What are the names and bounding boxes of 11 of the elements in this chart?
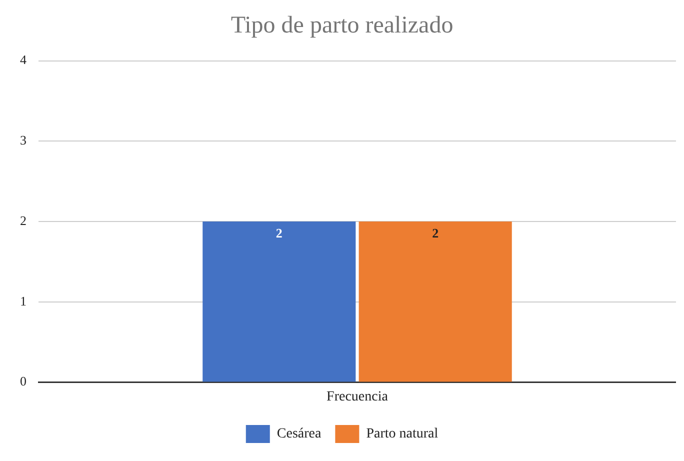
legend-label: Parto natural: [366, 426, 438, 442]
chart-title: Tipo de parto realizado: [230, 12, 454, 39]
y-tick-label: 4: [20, 52, 27, 68]
y-tick-label: 0: [20, 374, 26, 389]
data-label: 2: [276, 225, 282, 240]
y-tick-label: 1: [20, 293, 26, 308]
data-label: 2: [432, 225, 439, 240]
x-tick-label: Frecuencia: [326, 389, 389, 404]
y-tick-label: 3: [20, 132, 26, 148]
y-tick-label: 2: [20, 212, 26, 228]
legend-label: Cesárea: [276, 426, 322, 442]
